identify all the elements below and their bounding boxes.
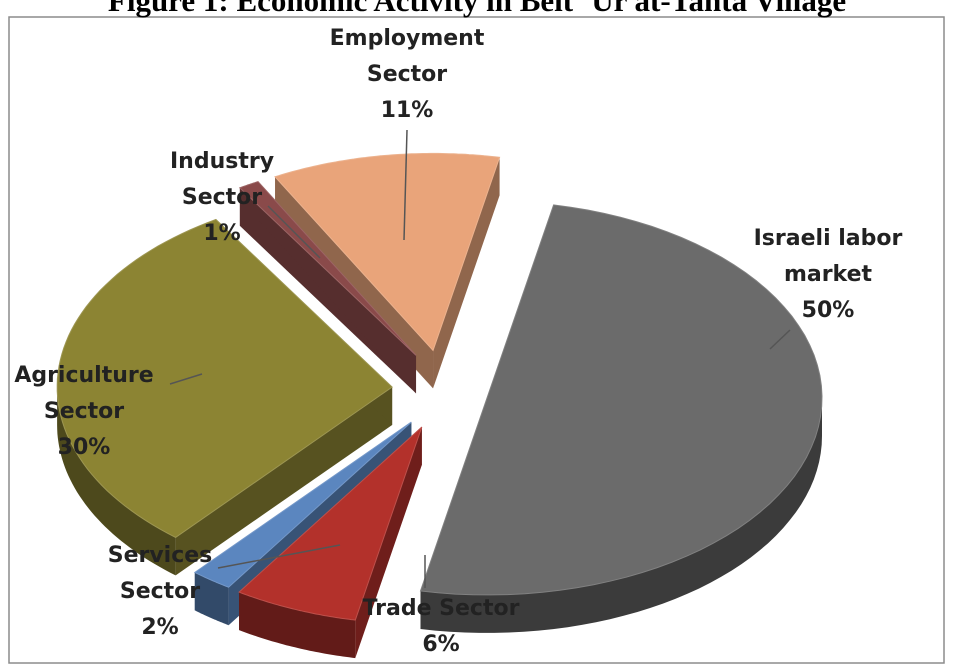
slice-label-line-0-2: 50% [802, 298, 855, 323]
slice-label-line-3-1: Sector [44, 399, 124, 424]
slice-top-2 [193, 421, 412, 588]
slice-label-line-5-0: Employment [330, 26, 485, 51]
leader-line-3 [169, 373, 203, 385]
slice-side-0 [420, 397, 822, 633]
slice-label-line-4-1: Sector [182, 185, 262, 210]
pie-slice-1 [238, 426, 423, 659]
slice-label-line-5-1: Sector [367, 62, 447, 87]
leader-line-0 [769, 329, 791, 350]
slice-top-1 [238, 426, 423, 621]
slice-side-3 [57, 387, 176, 576]
slice-label-line-3-2: 30% [58, 435, 111, 460]
slice-label-line-5-2: 11% [381, 98, 434, 123]
leader-line-2 [217, 544, 341, 569]
slice-side-2 [194, 572, 229, 626]
slice-label-5: Employment Sector 11% [330, 26, 485, 123]
slice-label-2: Services Sector 2% [108, 543, 213, 640]
slice-top-3 [56, 218, 393, 538]
slice-wall-1-0 [355, 427, 422, 659]
leader-line-5 [403, 129, 408, 241]
slice-label-line-2-1: Sector [120, 579, 200, 604]
slice-top-5 [274, 152, 501, 352]
slice-top-4 [238, 181, 417, 356]
chart-title: Figure 1: Economic Activity in Beit ‘Ur … [107, 0, 847, 18]
slice-label-line-3-0: Agriculture [14, 363, 153, 388]
leader-line-4 [267, 205, 321, 259]
pie-slice-3 [56, 218, 393, 576]
slice-label-3: Agriculture Sector 30% [14, 363, 153, 460]
slice-label-line-1-1: 6% [422, 632, 459, 657]
slice-label-0: Israeli labor market 50% [754, 226, 903, 323]
slice-label-1: Trade Sector 6% [363, 596, 520, 657]
slice-top-0 [419, 204, 823, 596]
slice-label-4: Industry Sector 1% [170, 149, 274, 246]
slice-label-line-4-2: 1% [203, 221, 240, 246]
slice-label-line-1-0: Trade Sector [363, 596, 520, 621]
slice-label-line-2-0: Services [108, 543, 213, 568]
slice-side-1 [239, 592, 356, 659]
slice-wall-3-0 [175, 387, 393, 576]
slice-label-line-0-1: market [784, 262, 873, 287]
pie-slice-0 [419, 204, 823, 633]
slice-label-line-4-0: Industry [170, 149, 274, 174]
slice-label-line-0-0: Israeli labor [754, 226, 903, 251]
slice-label-line-2-2: 2% [141, 615, 178, 640]
slice-wall-5-1 [433, 157, 500, 389]
